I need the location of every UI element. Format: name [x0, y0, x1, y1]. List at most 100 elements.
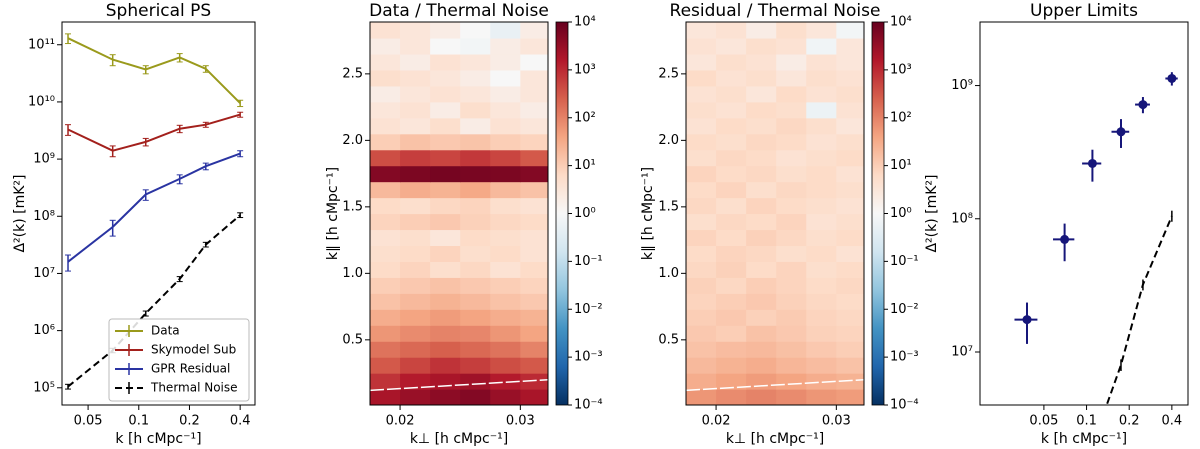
y-tick-label: 10⁷	[33, 266, 55, 281]
heatmap-cell	[806, 117, 837, 135]
heatmap-cell	[746, 85, 777, 103]
heatmap-cell	[370, 357, 401, 374]
heatmap-cell	[520, 357, 548, 374]
heatmap-cell	[806, 373, 837, 390]
heatmap-cell	[716, 69, 747, 87]
heatmap-cell	[370, 37, 401, 55]
x-tick-label: 0.05	[1029, 414, 1058, 429]
heatmap-cell	[746, 197, 777, 215]
heatmap-cell	[400, 373, 431, 390]
colorbar-tick-label: 10²	[890, 110, 912, 125]
heatmap-cell	[776, 213, 807, 231]
plot-area	[370, 22, 548, 405]
heatmap-cell	[400, 261, 431, 278]
heatmap-cell	[370, 69, 401, 87]
colorbar-tick-label: 10⁻⁴	[890, 398, 919, 413]
heatmap-cell	[746, 293, 777, 310]
heatmap-cell	[520, 325, 548, 342]
heatmap-cell	[490, 181, 521, 199]
heatmap-cell	[490, 389, 521, 405]
y-tick-label: 10⁸	[33, 209, 55, 224]
y-tick-label: 1.0	[658, 266, 679, 281]
heatmap-cell	[400, 37, 431, 55]
heatmap-cell	[746, 261, 777, 278]
colorbar-tick-label: 10¹	[890, 158, 912, 173]
colorbar-tick-label: 10⁻⁴	[574, 398, 603, 413]
heatmap-cell	[460, 357, 491, 374]
heatmap-cell	[806, 133, 837, 151]
y-tick-label: 10¹¹	[28, 37, 55, 52]
heatmap-cell	[776, 245, 807, 262]
heatmap-cell	[776, 37, 807, 55]
heatmap-cell	[400, 213, 431, 231]
heatmap-cell	[746, 373, 777, 390]
heatmap-cell	[746, 165, 777, 183]
colorbar-tick-label: 10⁴	[574, 15, 596, 30]
heatmap-cell	[746, 245, 777, 262]
heatmap-cell	[400, 69, 431, 87]
y-axis-label: Δ²(k) [mK²]	[12, 174, 28, 252]
legend-text: GPR Residual	[151, 362, 230, 376]
heatmap-cell	[370, 325, 401, 342]
heatmap-cell	[746, 53, 777, 71]
horizon-line	[686, 378, 864, 392]
heatmap-cell	[460, 341, 491, 358]
heatmap-cell	[430, 245, 461, 262]
heatmap-cell	[716, 133, 747, 151]
series-line	[67, 37, 241, 104]
heatmap-cell	[686, 165, 717, 183]
y-tick-label: 10⁷	[951, 344, 973, 359]
heatmap-cell	[686, 389, 717, 405]
heatmap-cell	[370, 181, 401, 199]
heatmap-cell	[746, 22, 777, 39]
heatmap-cell	[686, 197, 717, 215]
heatmap-cell	[746, 149, 777, 167]
heatmap-cell	[430, 165, 461, 183]
heatmap-cell	[806, 69, 837, 87]
axes-frame	[979, 21, 1189, 406]
heatmap-cell	[746, 341, 777, 358]
heatmap-cell	[806, 389, 837, 405]
heatmap-cell	[716, 373, 747, 390]
heatmap-cell	[430, 197, 461, 215]
heatmap-cell	[520, 22, 548, 39]
heatmap-cell	[400, 53, 431, 71]
heatmap-cell	[806, 245, 837, 262]
colorbar-tick-label: 10⁰	[574, 206, 596, 221]
chart-title: Upper Limits	[1030, 1, 1138, 21]
heatmap-cell	[836, 293, 864, 310]
heatmap-cell	[716, 325, 747, 342]
colorbar-tick-label: 10⁻³	[574, 350, 603, 365]
heatmap-cell	[806, 37, 837, 55]
heatmap-cell	[520, 69, 548, 87]
heatmap-cell	[686, 341, 717, 358]
y-tick-label: 10⁸	[951, 211, 973, 226]
heatmap-cell	[490, 261, 521, 278]
heatmap-cell	[490, 277, 521, 294]
heatmap-cell	[520, 229, 548, 247]
heatmap-cell	[686, 357, 717, 374]
heatmap-cell	[776, 341, 807, 358]
heatmap-cell	[460, 69, 491, 87]
heatmap-cell	[836, 37, 864, 55]
heatmap-cell	[716, 181, 747, 199]
heatmap-cell	[520, 245, 548, 262]
heatmap-cell	[686, 181, 717, 199]
heatmap-cell	[776, 149, 807, 167]
heatmap-cell	[716, 213, 747, 231]
heatmap-cell	[836, 53, 864, 71]
heatmap-cell	[776, 101, 807, 119]
heatmap-cell	[370, 389, 401, 405]
y-tick-label: 10¹⁰	[28, 94, 55, 109]
x-tick-label: 0.05	[74, 414, 103, 429]
colorbar: 10⁻⁴ 10⁻³ 10⁻² 10⁻¹ 10⁰ 10¹ 10² 10³ 10⁴	[555, 15, 603, 413]
heatmap-cell	[686, 69, 717, 87]
heatmap-cell	[460, 213, 491, 231]
heatmap-cell	[686, 37, 717, 55]
heatmap-cell	[370, 22, 401, 39]
heatmap-cell	[686, 117, 717, 135]
heatmap-cell	[776, 53, 807, 71]
heatmap-cell	[400, 341, 431, 358]
heatmap-cell	[490, 245, 521, 262]
series-line	[67, 152, 241, 263]
